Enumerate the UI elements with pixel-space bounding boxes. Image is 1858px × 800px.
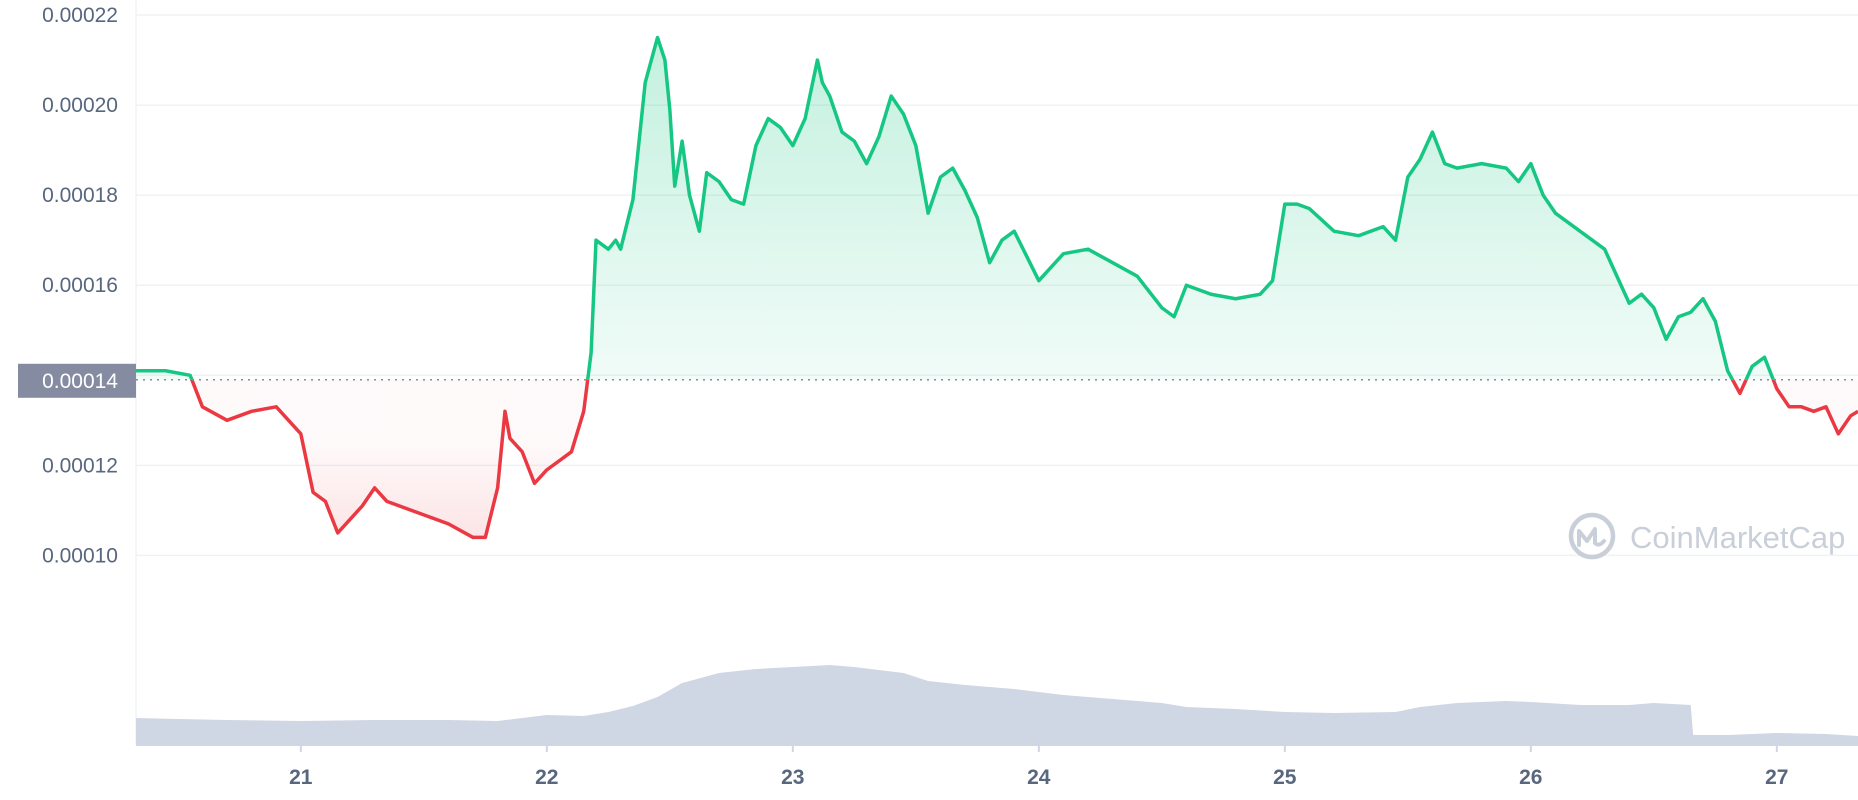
y-tick-label: 0.00022 — [42, 4, 118, 27]
price-area — [136, 37, 1858, 538]
x-tick-label: 24 — [1027, 766, 1051, 789]
price-area-up — [136, 37, 1858, 380]
volume-shape — [136, 665, 1858, 745]
x-tick-label: 27 — [1765, 766, 1788, 789]
x-tick-label: 25 — [1273, 766, 1297, 789]
y-tick-label: 0.00016 — [42, 274, 118, 297]
x-tick-label: 21 — [289, 766, 313, 789]
reference-label-bg — [18, 363, 136, 398]
x-tick-label: 23 — [781, 766, 804, 789]
price-line-up — [136, 35, 1776, 380]
x-tick-label: 22 — [535, 766, 558, 789]
watermark-text: CoinMarketCap — [1630, 520, 1845, 555]
x-axis: 21 22 23 24 25 26 27 — [136, 744, 1858, 789]
y-tick-label: 0.00010 — [42, 544, 118, 567]
watermark: CoinMarketCap — [1568, 512, 1845, 560]
y-tick-label: 0.00012 — [42, 454, 118, 477]
volume-area — [136, 665, 1858, 745]
coinmarketcap-logo-icon — [1568, 512, 1616, 560]
price-line — [136, 35, 1858, 540]
price-line-down — [189, 379, 1858, 540]
reference-line: 0.00014 — [18, 363, 1858, 398]
x-tick-label: 26 — [1519, 766, 1542, 789]
y-axis: 0.00010 0.00012 0.00014 0.00016 0.00018 0.000… — [42, 4, 118, 567]
y-tick-label: 0.00018 — [42, 184, 118, 207]
y-tick-label: 0.00020 — [42, 94, 118, 117]
reference-label: 0.00014 — [42, 370, 118, 393]
